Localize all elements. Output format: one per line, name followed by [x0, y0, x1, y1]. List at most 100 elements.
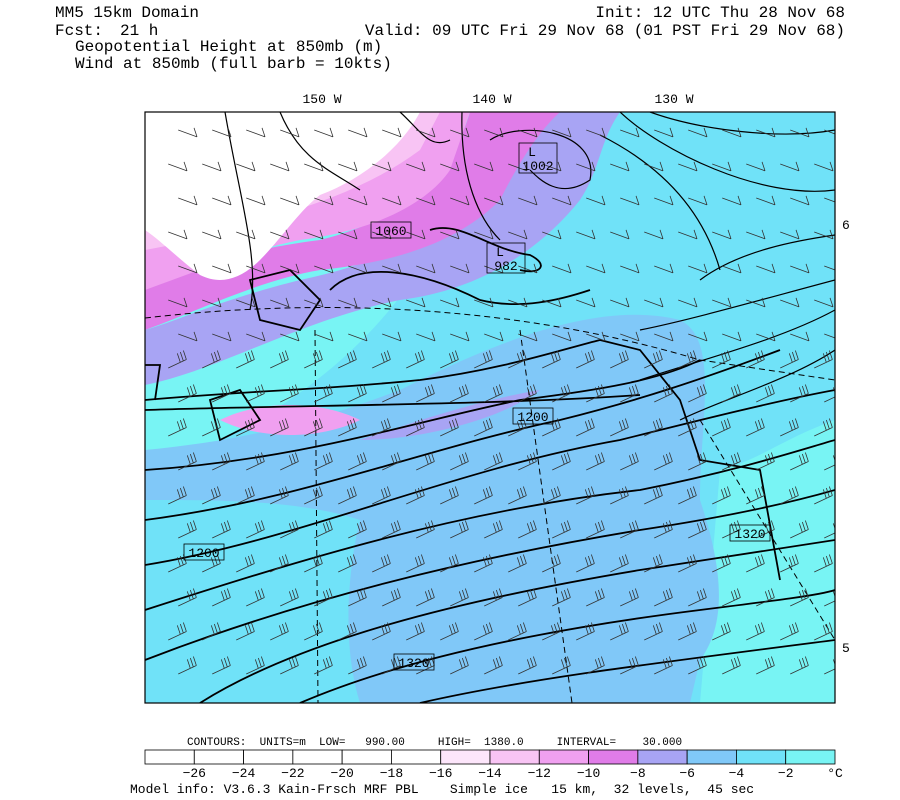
wind-barb: [576, 554, 595, 573]
wind-barb: [712, 297, 732, 308]
wind-barb: [382, 520, 401, 539]
wind-barb: [314, 520, 333, 539]
wind-barb: [508, 161, 528, 172]
wind-barb: [168, 350, 187, 369]
wind-barb: [246, 452, 265, 471]
wind-barb: [168, 486, 187, 505]
wind-barb: [168, 229, 188, 240]
wind-barb: [542, 350, 561, 369]
low-box: [486, 242, 526, 274]
wind-barb: [236, 297, 256, 308]
wind-barb: [814, 229, 834, 240]
wind-barb: [212, 452, 231, 471]
wind-barb: [518, 384, 537, 403]
wind-barb: [518, 452, 537, 471]
wind-barb: [484, 384, 503, 403]
wind-barb: [620, 384, 639, 403]
wind-barb: [712, 161, 732, 172]
wind-barb: [712, 622, 731, 641]
wind-barb: [406, 622, 425, 641]
colorbar-box: [736, 749, 787, 765]
colorbar-box: [243, 749, 294, 765]
wind-barb: [314, 656, 333, 675]
wind-barb: [678, 229, 698, 240]
wind-barb: [610, 161, 630, 172]
wind-barb: [348, 384, 367, 403]
wind-barb: [484, 588, 503, 607]
wind-barb: [372, 418, 391, 437]
wind-barb: [406, 350, 425, 369]
wind-barb: [790, 263, 810, 274]
wind-barb: [178, 195, 198, 206]
wind-barb: [746, 418, 765, 437]
wind-barb: [348, 588, 367, 607]
longitude-label: 140 W: [472, 92, 511, 107]
wind-barb: [746, 161, 766, 172]
wind-barb: [576, 350, 595, 369]
wind-barb: [644, 554, 663, 573]
wind-barb: [688, 452, 707, 471]
contour-label-box: [183, 543, 225, 561]
wind-barb: [440, 350, 459, 369]
wind-barb: [270, 297, 290, 308]
wind-barb: [280, 520, 299, 539]
wind-barb: [236, 418, 255, 437]
wind-barb: [440, 418, 459, 437]
wind-barb: [610, 350, 629, 369]
colorbar-box: [785, 749, 836, 765]
colorbar-box: [193, 749, 244, 765]
wind-barb: [314, 195, 334, 206]
wind-barb: [756, 384, 775, 403]
wind-barb: [246, 656, 265, 675]
wind-barb: [814, 622, 833, 641]
wind-barb: [712, 418, 731, 437]
fcst-label: Fcst:: [55, 22, 103, 40]
wind-barb: [756, 588, 775, 607]
wind-barb: [270, 350, 289, 369]
wind-barb: [654, 127, 674, 138]
wind-barb: [450, 263, 470, 274]
valid: Valid: 09 UTC Fri 29 Nov 68 (01 PST Fri …: [365, 22, 845, 40]
init: Init: 12 UTC Thu 28 Nov 68: [595, 4, 845, 22]
wind-barb: [722, 195, 742, 206]
wind-barb: [202, 229, 222, 240]
wind-barb: [202, 350, 221, 369]
wind-barb: [722, 331, 742, 342]
wind-barb: [518, 331, 538, 342]
wind-barb: [780, 554, 799, 573]
wind-barb: [620, 127, 640, 138]
contour-label: 1320: [398, 656, 429, 671]
wind-barb: [440, 554, 459, 573]
wind-barb: [372, 554, 391, 573]
wind-barb: [746, 350, 765, 369]
wind-barb: [824, 591, 835, 607]
wind-barb: [212, 195, 232, 206]
wind-barb: [620, 331, 640, 342]
wind-barb: [440, 622, 459, 641]
wind-barb: [552, 656, 571, 675]
wind-barb: [542, 418, 561, 437]
wind-barb: [246, 520, 265, 539]
wind-barb: [168, 161, 188, 172]
wind-barb: [212, 384, 231, 403]
wind-barb: [586, 452, 605, 471]
wind-barb: [756, 520, 775, 539]
wind-barb: [688, 656, 707, 675]
wind-barb: [246, 331, 266, 342]
wind-barb: [610, 418, 629, 437]
wind-barb: [542, 554, 561, 573]
wind-barb: [348, 195, 368, 206]
wind-barb: [586, 588, 605, 607]
wind-barb: [814, 554, 833, 573]
wind-barb: [280, 452, 299, 471]
wind-barb: [246, 588, 265, 607]
wind-barb: [746, 229, 766, 240]
wind-barb: [270, 622, 289, 641]
wind-barb: [338, 229, 358, 240]
wind-barb: [450, 520, 469, 539]
wind-barb: [712, 350, 731, 369]
wind-barb: [372, 622, 391, 641]
colorbar-label: −26: [183, 766, 206, 781]
wind-barb: [440, 486, 459, 505]
